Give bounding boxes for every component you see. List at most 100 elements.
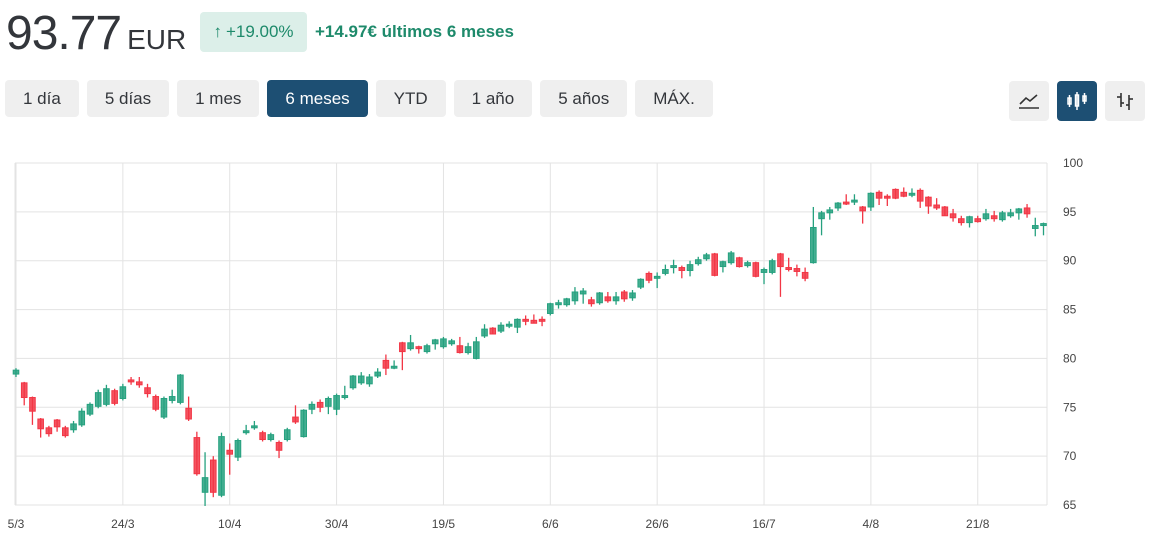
candle-down <box>275 441 283 451</box>
candle-down <box>530 319 538 324</box>
candle-down <box>875 191 883 199</box>
x-tick-label: 26/6 <box>645 517 669 531</box>
candle-down <box>793 268 801 272</box>
candle-up <box>341 395 349 399</box>
candle-up <box>851 199 858 203</box>
y-tick-label: 95 <box>1063 205 1077 219</box>
range-button-6[interactable]: 5 años <box>540 80 628 117</box>
candle-up <box>760 269 768 273</box>
candle-up <box>448 340 455 345</box>
candle-down <box>193 437 201 475</box>
candle-down <box>136 381 143 386</box>
candle-up <box>719 261 727 268</box>
candle-up <box>86 403 94 415</box>
candle-down <box>292 416 299 423</box>
candle-up <box>662 269 669 274</box>
candle-up <box>357 375 365 384</box>
y-tick-label: 85 <box>1063 303 1077 317</box>
candle-up <box>999 212 1006 221</box>
candle-down <box>1023 207 1031 215</box>
x-tick-label: 10/4 <box>218 517 242 531</box>
candle-up <box>423 345 431 353</box>
candle-up <box>908 192 916 196</box>
candle-up <box>1007 212 1014 217</box>
line-chart-button[interactable] <box>1009 81 1049 121</box>
candle-up <box>547 303 554 314</box>
x-tick-label: 5/3 <box>8 517 25 531</box>
candle-up <box>966 216 973 224</box>
range-button-4[interactable]: YTD <box>375 80 446 117</box>
range-button-0[interactable]: 1 día <box>5 80 79 117</box>
range-button-7[interactable]: MÁX. <box>635 80 713 117</box>
candle-up <box>579 290 587 295</box>
candle-down <box>645 272 653 281</box>
candle-down <box>916 189 924 202</box>
x-tick-label: 4/8 <box>863 517 880 531</box>
candle-up <box>497 324 505 332</box>
candle-down <box>29 397 36 412</box>
candle-down <box>777 253 784 268</box>
x-tick-label: 24/3 <box>111 517 135 531</box>
candle-up <box>94 392 102 407</box>
candle-down <box>958 218 965 224</box>
y-tick-label: 100 <box>1063 156 1083 170</box>
change-amount: +14.97€ últimos 6 meses <box>315 22 514 41</box>
candle-up <box>374 371 381 377</box>
candle-up <box>390 365 398 369</box>
candle-up <box>431 339 439 345</box>
candle-up <box>201 477 209 493</box>
y-tick-label: 80 <box>1063 351 1077 365</box>
candle-down <box>588 299 595 305</box>
candle-down <box>620 291 628 300</box>
ohlc-bar-button[interactable] <box>1105 81 1145 121</box>
y-tick-label: 65 <box>1063 498 1077 512</box>
candle-up <box>325 397 332 407</box>
candle-up <box>571 291 579 302</box>
candle-up <box>300 409 307 438</box>
candle-up <box>744 262 751 267</box>
range-button-3[interactable]: 6 meses <box>267 80 368 117</box>
change-percent-badge: ↑ +19.00% <box>200 12 307 52</box>
currency: EUR <box>127 24 187 55</box>
change-percent: +19.00% <box>225 22 294 41</box>
candle-down <box>949 213 957 219</box>
candle-up <box>612 296 620 302</box>
candle-down <box>489 327 497 335</box>
candle-down <box>456 345 464 354</box>
candle-down <box>884 195 891 199</box>
candle-up <box>103 388 110 405</box>
candle-down <box>842 201 850 205</box>
candle-up <box>653 275 661 279</box>
range-button-5[interactable]: 1 año <box>453 80 533 117</box>
candle-up <box>768 260 776 273</box>
candle-up <box>234 440 242 458</box>
candle-down <box>62 427 69 437</box>
x-tick-label: 6/6 <box>542 517 559 531</box>
candle-up <box>563 298 571 306</box>
candle-up <box>1015 208 1023 214</box>
range-button-2[interactable]: 1 mes <box>177 80 260 117</box>
candle-down <box>941 206 949 217</box>
candle-up <box>703 254 710 260</box>
candle-up <box>308 403 316 410</box>
candle-up <box>407 342 414 350</box>
candle-up <box>818 212 825 220</box>
candle-down <box>892 188 899 199</box>
ohlc-bar-icon <box>1117 93 1133 110</box>
candlestick-button[interactable] <box>1057 81 1097 121</box>
candle-down <box>678 267 686 271</box>
candle-down <box>925 196 932 207</box>
candle-down <box>152 396 160 410</box>
candle-up <box>283 429 291 441</box>
candle-down <box>111 390 118 404</box>
candle-up <box>670 265 677 269</box>
candle-down <box>185 407 192 420</box>
range-button-1[interactable]: 5 días <box>86 80 170 117</box>
price-display: 93.77 EUR <box>6 6 186 61</box>
candle-up <box>982 213 990 220</box>
candlestick-chart: 65 70 75 80 85 90 95 100 5/3 24/3 10/4 30/4 19/5 6/6 2… <box>8 156 1084 531</box>
candle-up <box>119 386 127 399</box>
arrow-up-icon: ↑ <box>213 22 222 41</box>
candle-up <box>267 434 275 441</box>
candle-down <box>900 191 908 197</box>
